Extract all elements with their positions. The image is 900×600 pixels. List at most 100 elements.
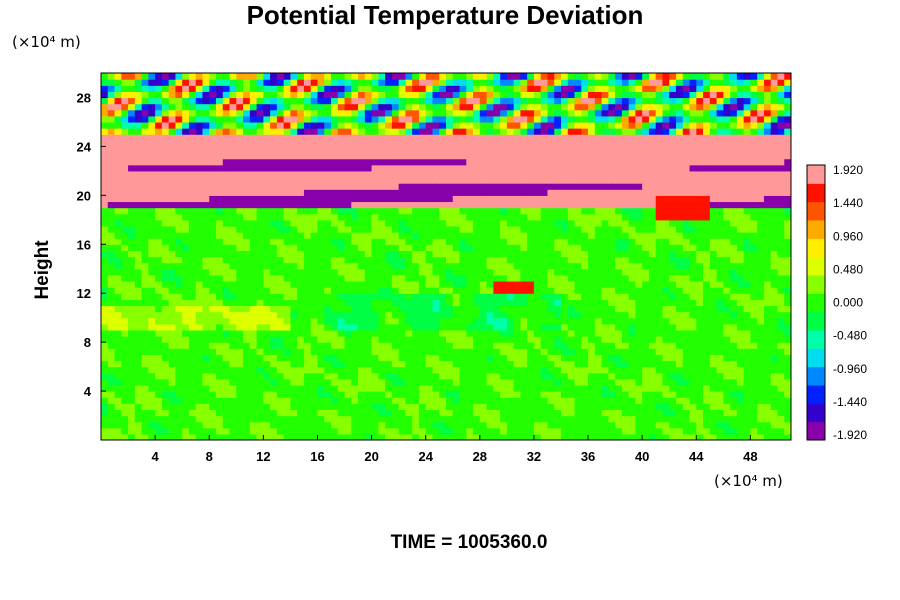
heatmap-cell bbox=[182, 409, 190, 417]
heatmap-cell bbox=[506, 317, 515, 325]
heatmap-cell bbox=[385, 183, 393, 190]
heatmap-cell bbox=[134, 256, 143, 264]
heatmap-cell bbox=[500, 403, 508, 411]
heatmap-cell bbox=[540, 274, 549, 282]
heatmap-cell bbox=[324, 280, 332, 288]
heatmap-cell bbox=[588, 219, 596, 227]
heatmap-cell bbox=[763, 342, 772, 349]
heatmap-cell bbox=[709, 268, 718, 276]
heatmap-cell bbox=[520, 336, 528, 343]
heatmap-cell bbox=[128, 403, 136, 411]
heatmap-cell bbox=[283, 238, 292, 245]
heatmap-cell bbox=[405, 158, 413, 166]
heatmap-cell bbox=[439, 397, 447, 404]
heatmap-cell bbox=[243, 213, 251, 221]
heatmap-cell bbox=[513, 384, 522, 392]
heatmap-cell bbox=[635, 329, 643, 337]
heatmap-cell bbox=[466, 397, 474, 404]
heatmap-cell bbox=[486, 299, 494, 307]
heatmap-cell bbox=[777, 213, 785, 221]
heatmap-cell bbox=[561, 329, 569, 337]
heatmap-cell bbox=[479, 311, 488, 319]
heatmap-cell bbox=[303, 183, 312, 190]
heatmap-cell bbox=[615, 305, 623, 313]
heatmap-cell bbox=[621, 366, 630, 374]
heatmap-cell bbox=[540, 317, 549, 325]
heatmap-cell bbox=[101, 348, 109, 355]
heatmap-cell bbox=[682, 262, 691, 270]
heatmap-cell bbox=[155, 170, 163, 178]
heatmap-cell bbox=[229, 262, 237, 270]
heatmap-cell bbox=[243, 140, 251, 147]
heatmap-cell bbox=[405, 384, 413, 392]
heatmap-cell bbox=[506, 195, 515, 203]
heatmap-cell bbox=[405, 201, 413, 209]
heatmap-cell bbox=[527, 219, 535, 227]
heatmap-cell bbox=[236, 140, 244, 147]
heatmap-cell bbox=[601, 170, 609, 178]
heatmap-cell bbox=[615, 213, 623, 221]
heatmap-cell bbox=[588, 354, 596, 362]
heatmap-cell bbox=[689, 336, 697, 343]
heatmap-cell bbox=[601, 354, 609, 362]
heatmap-cell bbox=[723, 170, 731, 178]
heatmap-cell bbox=[459, 311, 467, 319]
heatmap-cell bbox=[561, 391, 569, 398]
heatmap-cell bbox=[500, 311, 508, 319]
heatmap-cell bbox=[486, 158, 494, 166]
heatmap-cell bbox=[432, 323, 440, 331]
heatmap-cell bbox=[337, 433, 346, 440]
heatmap-cell bbox=[628, 329, 637, 337]
heatmap-cell bbox=[148, 140, 156, 147]
heatmap-cell bbox=[615, 280, 623, 288]
heatmap-cell bbox=[114, 268, 122, 276]
heatmap-cell bbox=[371, 238, 379, 245]
heatmap-cell bbox=[716, 170, 724, 178]
heatmap-cell bbox=[743, 183, 752, 190]
heatmap-cell bbox=[628, 348, 637, 355]
heatmap-cell bbox=[554, 219, 562, 227]
heatmap-cell bbox=[493, 354, 501, 362]
heatmap-cell bbox=[168, 366, 177, 374]
heatmap-cell bbox=[412, 287, 420, 294]
heatmap-cell bbox=[588, 293, 596, 300]
heatmap-cell bbox=[134, 378, 143, 386]
heatmap-cell bbox=[716, 158, 724, 166]
heatmap-cell bbox=[405, 421, 413, 429]
heatmap-cell bbox=[378, 238, 386, 245]
heatmap-cell bbox=[655, 384, 664, 392]
heatmap-cell bbox=[155, 280, 163, 288]
heatmap-cell bbox=[561, 384, 569, 392]
heatmap-cell bbox=[114, 433, 122, 440]
heatmap-cell bbox=[161, 305, 170, 313]
heatmap-cell bbox=[642, 378, 650, 386]
heatmap-cell bbox=[689, 372, 697, 380]
heatmap-cell bbox=[418, 140, 427, 147]
heatmap-cell bbox=[561, 378, 569, 386]
heatmap-cell bbox=[276, 329, 285, 337]
heatmap-cell bbox=[581, 213, 589, 221]
heatmap-cell bbox=[317, 329, 325, 337]
heatmap-cell bbox=[479, 250, 488, 258]
heatmap-cell bbox=[249, 201, 258, 209]
heatmap-cell bbox=[121, 342, 129, 349]
heatmap-cell bbox=[608, 225, 616, 233]
heatmap-cell bbox=[290, 238, 298, 245]
heatmap-cell bbox=[561, 433, 569, 440]
heatmap-cell bbox=[148, 219, 156, 227]
heatmap-cell bbox=[331, 427, 339, 435]
heatmap-cell bbox=[391, 140, 400, 147]
heatmap-cell bbox=[547, 207, 555, 215]
heatmap-cell bbox=[175, 336, 183, 343]
heatmap-cell bbox=[628, 342, 637, 349]
heatmap-cell bbox=[466, 213, 474, 221]
heatmap-cell bbox=[425, 360, 434, 368]
heatmap-cell bbox=[263, 348, 271, 355]
heatmap-cell bbox=[398, 183, 407, 190]
heatmap-cell bbox=[364, 293, 373, 300]
heatmap-cell bbox=[574, 176, 582, 184]
heatmap-cell bbox=[479, 268, 488, 276]
heatmap-cell bbox=[358, 274, 366, 282]
heatmap-cell bbox=[243, 189, 251, 196]
heatmap-cell bbox=[703, 170, 711, 178]
